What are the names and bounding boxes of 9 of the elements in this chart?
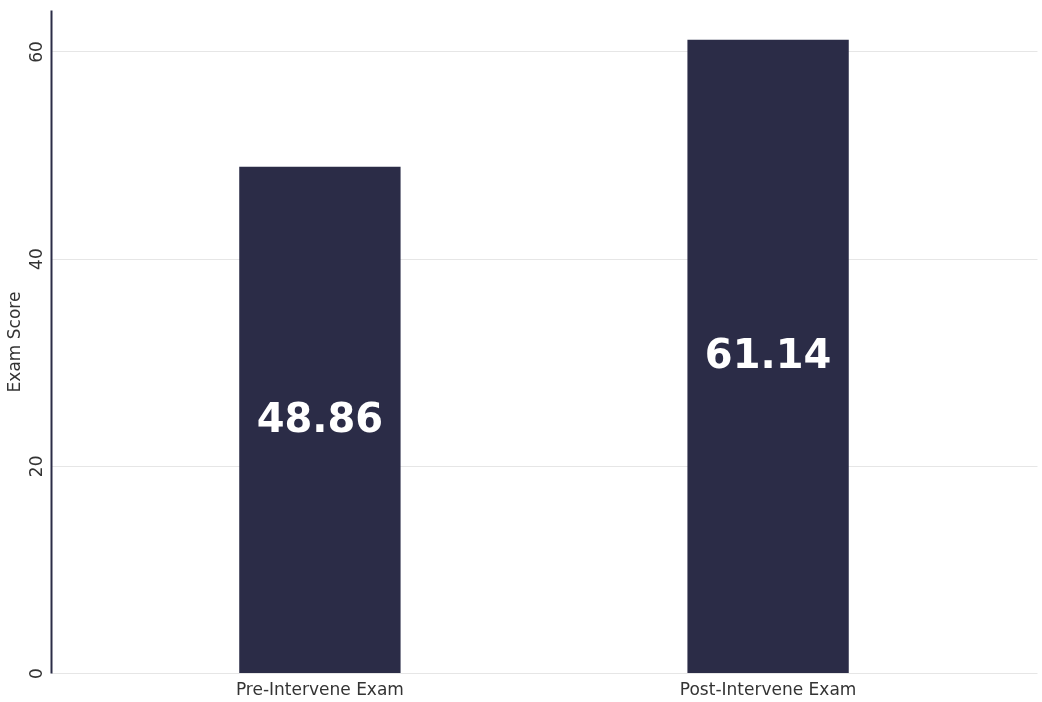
y-tick-label: 20 — [25, 455, 46, 478]
y-tick-label: 40 — [25, 248, 46, 270]
x-tick-label: Pre-Intervene Exam — [235, 678, 404, 699]
data-label: 48.86 — [256, 394, 384, 441]
y-tick-label: 0 — [25, 668, 46, 679]
y-axis-title: Exam Score — [3, 291, 24, 393]
x-tick-label: Post-Intervene Exam — [679, 678, 857, 699]
y-tick-label: 60 — [25, 41, 46, 63]
data-label: 61.14 — [704, 331, 832, 378]
